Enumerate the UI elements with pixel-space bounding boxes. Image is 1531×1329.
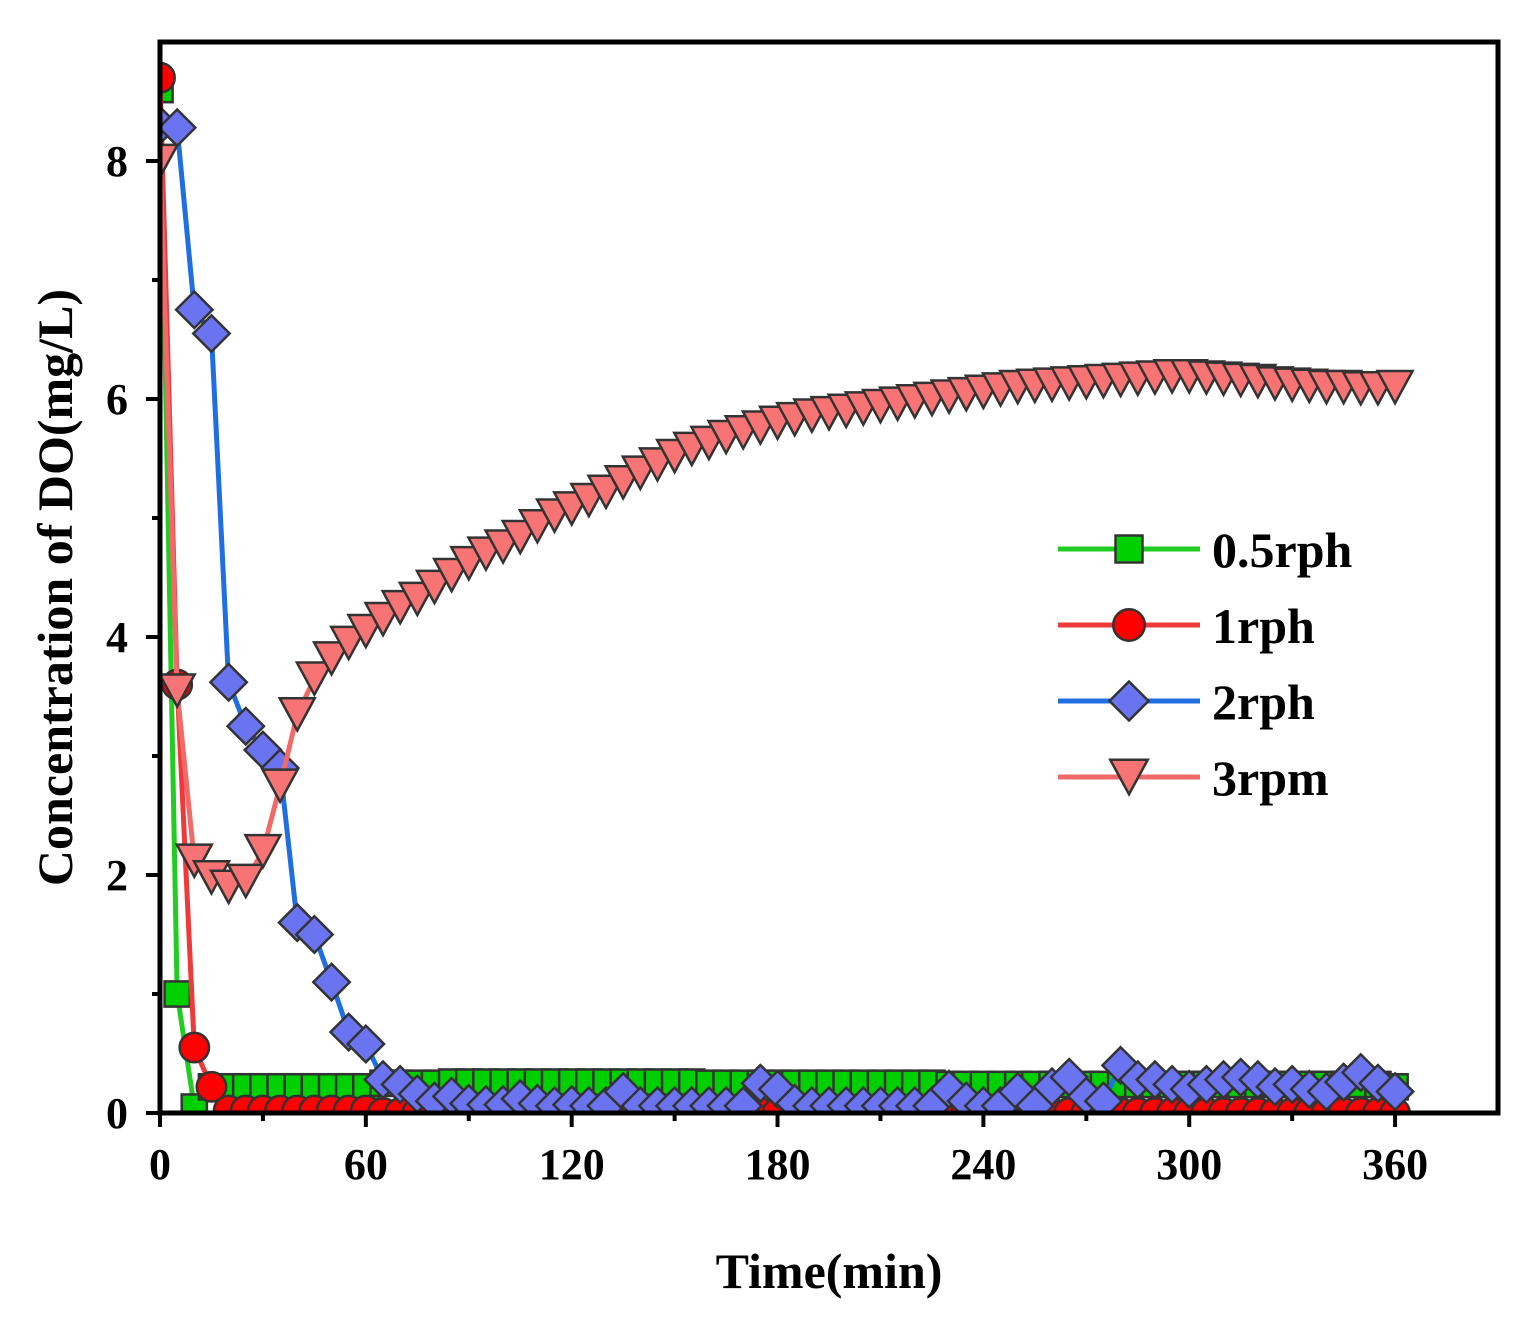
data-point [329,625,369,662]
series-line [160,122,1397,1109]
data-point [226,863,266,900]
data-point [311,962,352,1003]
plot-frame [157,39,1501,1116]
y-tick-label: 0 [106,1089,128,1138]
data-point [603,1071,644,1112]
series-3rpm [160,143,1415,906]
data-point [397,581,437,618]
data-point [294,914,335,955]
series-line [160,160,1396,890]
series-layer [160,61,1416,1113]
y-tick-label: 4 [106,613,128,662]
data-point [997,1071,1038,1112]
legend-marker [1114,534,1144,564]
legend-item: 2rph [1058,674,1315,730]
x-tick-label: 120 [539,1140,605,1189]
data-point [311,641,352,678]
legend-label: 2rph [1212,674,1315,730]
data-point [277,697,317,734]
data-point [363,601,403,638]
data-point [163,980,192,1008]
data-point [178,1031,211,1064]
data-point [929,1069,970,1110]
legend-label: 0.5rph [1212,522,1353,578]
x-tick-label: 300 [1156,1140,1222,1189]
data-point [1375,369,1415,406]
data-point [225,706,266,747]
x-tick-label: 180 [745,1140,811,1189]
data-point [1083,1081,1124,1113]
x-tick-label: 0 [149,1140,171,1189]
series-2rph [160,105,1416,1113]
legend-label: 3rpm [1212,750,1329,806]
y-tick-label: 8 [106,137,128,186]
legend-item: 0.5rph [1058,522,1353,578]
series-line [160,89,1396,1110]
x-axis-ticks: 0 60 120 180 240 300 360 [149,1113,1428,1189]
x-tick-label: 240 [950,1140,1016,1189]
data-point [195,1070,228,1103]
data-point [757,1069,798,1110]
data-point [208,662,249,703]
data-point [160,143,180,180]
data-point [191,313,232,354]
data-point [260,768,300,805]
data-point [160,673,197,710]
x-axis-title: Time(min) [716,1243,943,1299]
x-tick-label: 360 [1362,1140,1428,1189]
data-point [723,1085,764,1113]
data-point [414,569,455,606]
data-point [174,289,215,330]
legend-marker [1112,608,1146,642]
data-point [294,661,334,698]
data-point [277,902,318,943]
data-point [346,613,386,650]
data-point [380,1064,421,1105]
x-tick-label: 60 [344,1140,388,1189]
y-tick-label: 6 [106,375,128,424]
y-axis-title: Concentration of DO(mg/L) [27,289,83,886]
data-point [1100,1045,1141,1086]
y-tick-label: 2 [106,851,128,900]
legend-marker [1108,758,1150,797]
data-point [1375,1071,1416,1112]
legend-item: 3rpm [1058,750,1329,806]
data-point [345,1024,386,1064]
legend-item: 1rph [1058,598,1315,654]
axes-layer [157,39,1501,1116]
data-point [243,833,283,870]
data-point [432,557,472,594]
legend: 0.5rph 1rph 2rph 3rpm [1058,522,1353,806]
data-point [328,1012,369,1053]
legend-marker [1107,679,1151,723]
series-line [160,77,1396,1113]
legend-label: 1rph [1212,598,1315,654]
y-axis-ticks: 0 2 4 6 8 [106,137,160,1138]
